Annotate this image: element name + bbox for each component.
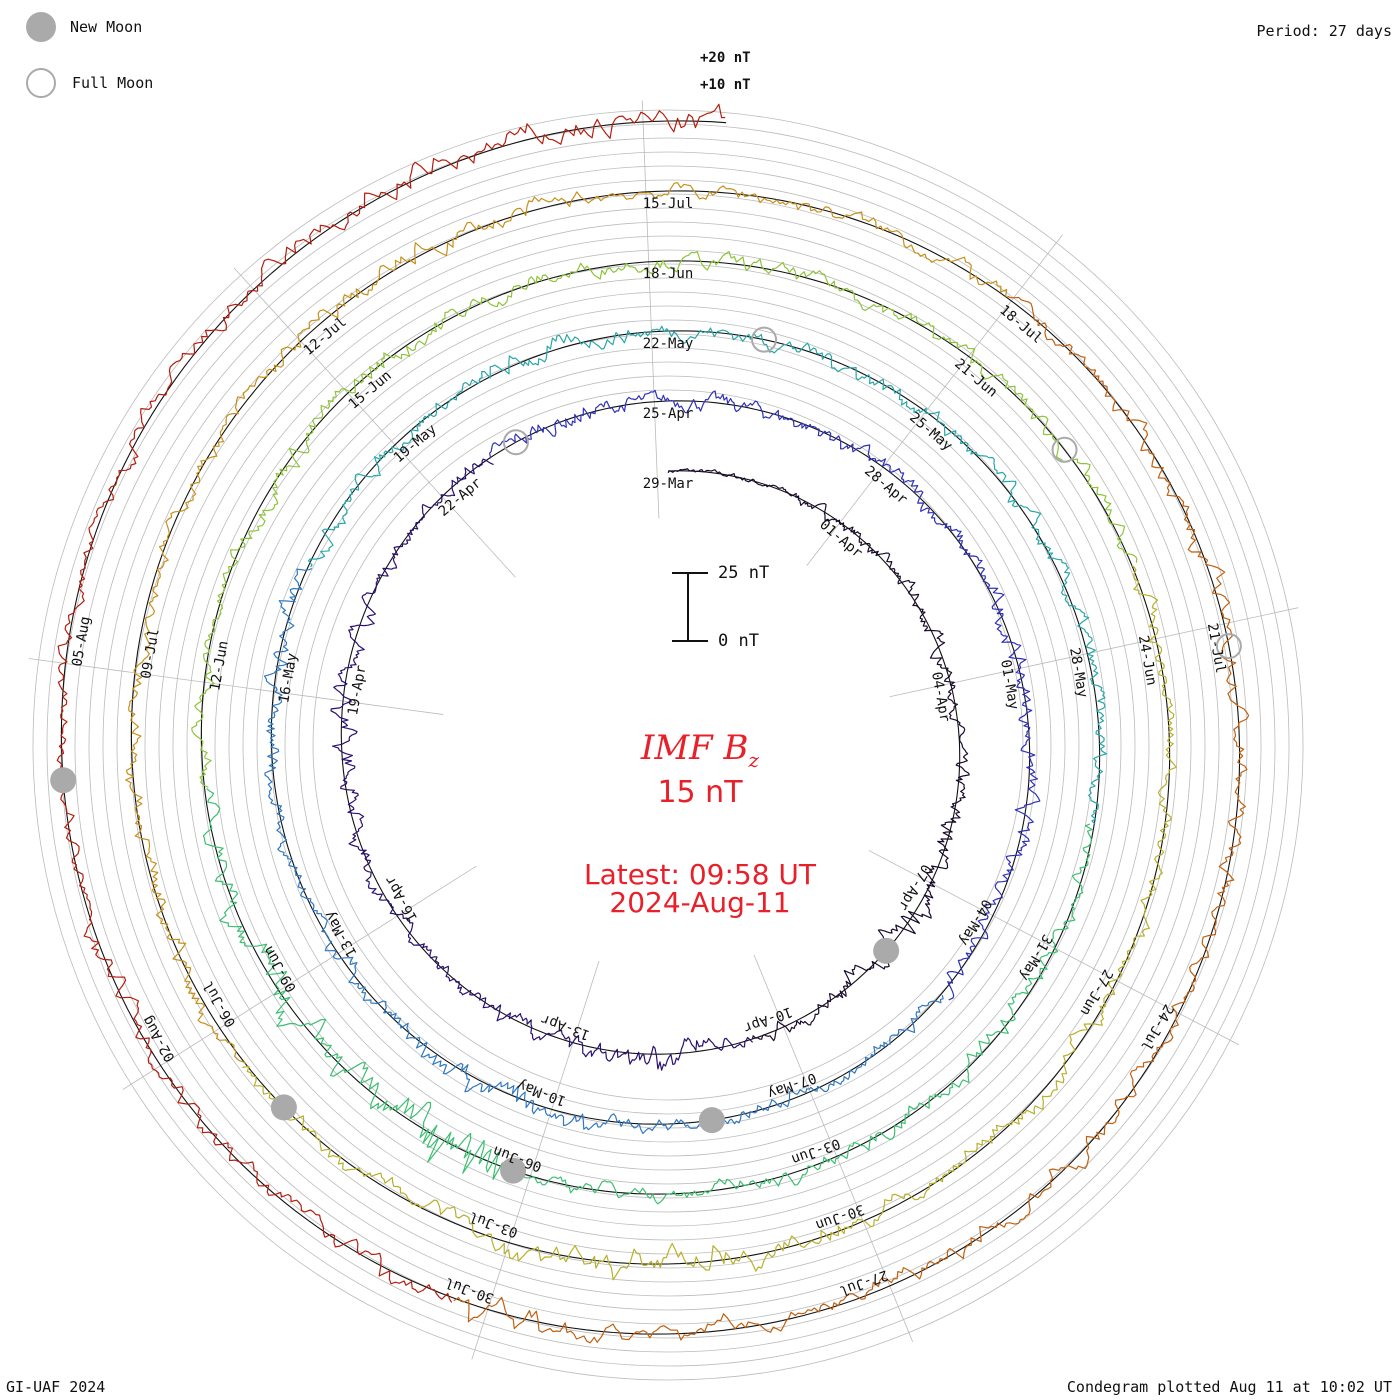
- date-label: 27-Jul: [837, 1266, 890, 1298]
- grid-circle: [88, 165, 1248, 1325]
- full-moon-icon: [26, 68, 56, 98]
- scale-value: 15 nT: [657, 775, 743, 810]
- latest-time: Latest: 09:58 UT: [583, 858, 817, 891]
- legend-full-moon: Full Moon: [26, 68, 153, 98]
- bz-trace-segment: [124, 182, 1008, 1064]
- bz-trace-segment: [56, 103, 726, 1303]
- new-moon-marker: [50, 767, 77, 794]
- latest-date: 2024-Aug-11: [609, 886, 791, 919]
- date-label: 12-Jul: [301, 314, 350, 359]
- date-label: 19-May: [391, 421, 440, 466]
- bz-trace-segment: [202, 788, 1093, 1205]
- footer-credit: GI-UAF 2024: [6, 1378, 106, 1396]
- legend-full-moon-label: Full Moon: [72, 74, 154, 92]
- moon-markers: [50, 326, 1242, 1184]
- grid-circle: [172, 249, 1164, 1241]
- grid-circle: [144, 221, 1192, 1269]
- radial-spokes: [28, 100, 1299, 1360]
- date-label: 12-Jun: [207, 640, 232, 693]
- date-label: 24-Jul: [1137, 1001, 1176, 1053]
- grid-spoke: [889, 607, 1299, 698]
- bz-trace-segment: [489, 389, 1041, 1001]
- grid-spoke: [753, 954, 914, 1342]
- grid-spoke: [641, 100, 660, 519]
- scale-bar: [672, 572, 708, 642]
- grid-circle: [242, 319, 1094, 1171]
- grid-circle: [228, 305, 1108, 1185]
- legend-new-moon-label: New Moon: [70, 18, 143, 36]
- ring-labels: +20 nT +10 nT: [700, 50, 751, 93]
- new-moon-marker: [270, 1094, 297, 1121]
- date-label: 10-Apr: [741, 1003, 794, 1035]
- bz-trace-segment: [308, 325, 1108, 825]
- full-moon-marker: [1051, 436, 1078, 463]
- grid-circle: [186, 263, 1150, 1227]
- date-label: 15-Jun: [346, 368, 395, 413]
- date-label: 07-May: [765, 1069, 818, 1101]
- full-moon-marker: [751, 326, 778, 353]
- grid-circle: [214, 291, 1122, 1199]
- ring-scale-label: +10 nT: [700, 77, 751, 93]
- new-moon-marker: [500, 1157, 527, 1184]
- grid-spoke: [806, 234, 1063, 566]
- bz-trace-segment: [263, 567, 944, 1135]
- grid-circle: [32, 109, 1304, 1381]
- bz-trace-segment: [330, 458, 754, 1071]
- zero-baseline-spiral: [60, 120, 1241, 1335]
- date-label: 15-Jul: [643, 196, 694, 212]
- grid-circle: [298, 375, 1038, 1115]
- scale-top-label: 25 nT: [718, 563, 770, 583]
- new-moon-icon: [26, 12, 56, 42]
- bz-trace-segment: [453, 295, 1250, 1344]
- date-label: 31-May: [1016, 931, 1055, 983]
- date-label: 25-Apr: [643, 406, 694, 422]
- legend-new-moon: New Moon: [26, 12, 142, 42]
- grid-circle: [46, 123, 1290, 1367]
- new-moon-marker: [873, 937, 900, 964]
- grid-spoke: [233, 267, 516, 578]
- period-label: Period: 27 days: [1256, 22, 1392, 40]
- grid-spoke: [122, 865, 477, 1090]
- plot-timestamp: Condegram plotted Aug 11 at 10:02 UT: [1066, 1378, 1392, 1396]
- date-label: 19-Apr: [345, 664, 370, 717]
- date-label: 10-May: [515, 1076, 568, 1108]
- grid-spoke: [471, 960, 600, 1360]
- grid-spoke: [28, 658, 444, 715]
- ring-scale-label: +20 nT: [700, 50, 751, 66]
- date-label: 22-May: [643, 336, 694, 352]
- grid-circle: [102, 179, 1234, 1311]
- grid-circle: [312, 389, 1024, 1101]
- date-label: 18-Jun: [643, 266, 694, 282]
- bz-trace-segment: [667, 468, 970, 1042]
- grid-circle: [284, 361, 1052, 1129]
- date-label: 27-Jun: [1076, 966, 1115, 1018]
- chart-title: IMF Bz: [640, 728, 760, 772]
- scale-bottom-label: 0 nT: [718, 631, 759, 651]
- full-moon-marker: [1215, 633, 1242, 660]
- bz-trace-segment: [191, 251, 1138, 788]
- grid-circle: [256, 333, 1080, 1157]
- date-label: 21-Jul: [1204, 622, 1229, 675]
- bz-trace-segment: [242, 565, 1177, 1281]
- grid-circle: [74, 151, 1262, 1339]
- full-moon-marker: [502, 429, 529, 456]
- bz-series: [56, 103, 1250, 1344]
- new-moon-marker: [698, 1107, 725, 1134]
- date-label: 29-Mar: [643, 476, 694, 492]
